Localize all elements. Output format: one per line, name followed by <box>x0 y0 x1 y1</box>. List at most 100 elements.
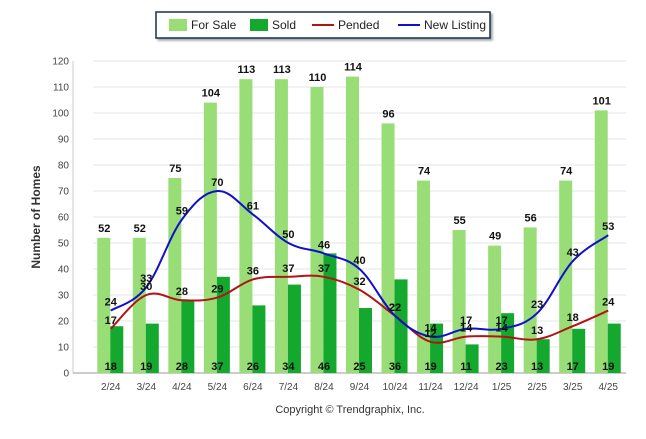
data-label-new-listing: 70 <box>211 177 223 189</box>
bar-sold <box>110 326 124 373</box>
data-label-new-listing: 46 <box>318 239 330 251</box>
data-label-sold: 13 <box>531 361 543 373</box>
x-tick-label: 10/24 <box>383 382 408 393</box>
legend-swatch <box>250 19 268 31</box>
y-tick-label: 100 <box>52 109 69 120</box>
x-tick-label: 12/24 <box>454 382 479 393</box>
data-label-for-sale: 75 <box>169 163 181 175</box>
bar-for-sale <box>594 110 608 374</box>
data-label-sold: 19 <box>424 361 436 373</box>
data-label-new-listing: 14 <box>424 323 437 335</box>
y-tick-label: 20 <box>58 317 70 328</box>
bar-sold <box>607 323 621 373</box>
data-label-for-sale: 52 <box>134 223 146 235</box>
data-label-pended: 36 <box>247 265 259 277</box>
y-tick-label: 90 <box>58 135 70 146</box>
data-label-new-listing: 40 <box>353 255 365 267</box>
y-tick-label: 40 <box>58 265 70 276</box>
bar-for-sale <box>346 76 359 373</box>
y-tick-label: 60 <box>58 213 70 224</box>
data-label-for-sale: 113 <box>238 64 256 76</box>
copyright-footer: Copyright © Trendgraphix, Inc. <box>275 404 424 416</box>
bar-for-sale <box>452 230 466 373</box>
bar-sold <box>145 323 159 373</box>
bar-sold <box>216 276 230 373</box>
bar-for-sale <box>559 180 573 373</box>
data-label-sold: 46 <box>318 361 330 373</box>
data-label-for-sale: 104 <box>202 88 221 100</box>
data-label-for-sale: 114 <box>344 62 363 74</box>
x-tick-label: 4/25 <box>598 382 618 393</box>
data-label-for-sale: 74 <box>560 166 573 178</box>
bar-for-sale <box>274 79 288 373</box>
y-tick-label: 80 <box>58 161 70 172</box>
x-tick-label: 1/25 <box>492 382 512 393</box>
data-label-sold: 25 <box>353 361 365 373</box>
data-label-sold: 26 <box>247 361 259 373</box>
data-label-sold: 36 <box>389 361 401 373</box>
data-label-pended: 18 <box>567 312 579 324</box>
bar-for-sale <box>239 79 253 373</box>
data-label-sold: 37 <box>211 361 223 373</box>
data-label-pended: 32 <box>353 276 365 288</box>
y-axis-title: Number of Homes <box>29 165 43 269</box>
bar-sold <box>181 300 195 373</box>
x-tick-label: 8/24 <box>314 382 334 393</box>
bar-sold <box>323 253 337 373</box>
data-label-pended: 24 <box>602 297 615 309</box>
bar-sold <box>359 308 372 373</box>
data-label-sold: 28 <box>176 361 188 373</box>
data-label-new-listing: 61 <box>247 200 259 212</box>
bar-sold <box>252 305 266 373</box>
data-label-new-listing: 23 <box>531 299 543 311</box>
data-label-sold: 19 <box>602 361 614 373</box>
data-label-for-sale: 101 <box>593 95 611 107</box>
legend-label: For Sale <box>191 18 237 32</box>
legend: For Sale Sold Pended New Listing <box>155 11 491 39</box>
x-tick-label: 4/24 <box>172 382 192 393</box>
data-label-pended: 29 <box>211 284 223 296</box>
x-tick-label: 3/24 <box>137 382 157 393</box>
data-labels: 52 52 75 104 113 113 110 114 96 74 55 49 56 74 101 18 19… <box>98 62 615 373</box>
data-label-for-sale: 74 <box>418 166 431 178</box>
bar-for-sale <box>523 227 537 373</box>
data-label-pended: 22 <box>389 302 401 314</box>
x-tick-label: 2/25 <box>527 382 547 393</box>
data-label-pended: 28 <box>176 286 188 298</box>
bar-sold <box>536 339 550 373</box>
data-label-pended: 30 <box>140 281 152 293</box>
data-label-new-listing: 50 <box>282 229 294 241</box>
bar-for-sale <box>203 102 217 373</box>
y-tick-label: 30 <box>58 291 70 302</box>
data-label-for-sale: 96 <box>382 108 394 120</box>
y-tick-label: 110 <box>53 83 69 94</box>
data-label-new-listing: 43 <box>567 247 579 259</box>
data-label-pended: 12 <box>424 328 436 340</box>
legend-label: Sold <box>272 18 296 32</box>
data-label-new-listing: 17 <box>460 315 472 327</box>
data-label-for-sale: 110 <box>309 72 327 84</box>
bar-for-sale <box>97 237 111 373</box>
bar-for-sale <box>310 87 324 373</box>
data-label-for-sale: 49 <box>489 231 501 243</box>
bars <box>97 76 621 374</box>
data-label-new-listing: 53 <box>602 221 614 233</box>
x-tick-label: 6/24 <box>243 382 263 393</box>
bar-sold <box>572 328 586 373</box>
line-pended <box>110 274 609 344</box>
data-label-new-listing: 17 <box>496 315 508 327</box>
data-label-sold: 18 <box>105 361 117 373</box>
data-label-pended: 37 <box>318 263 330 275</box>
y-tick-label: 0 <box>63 369 69 380</box>
data-label-pended: 37 <box>282 263 294 275</box>
x-tick-label: 5/24 <box>208 382 228 393</box>
data-label-sold: 11 <box>460 361 472 373</box>
data-label-new-listing: 33 <box>140 273 152 285</box>
y-tick-label: 50 <box>58 239 70 250</box>
data-label-sold: 34 <box>282 361 295 373</box>
bar-for-sale <box>381 123 395 374</box>
data-label-for-sale: 56 <box>525 212 537 224</box>
legend-label: New Listing <box>424 18 486 32</box>
